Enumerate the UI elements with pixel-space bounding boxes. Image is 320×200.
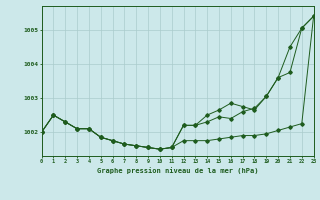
X-axis label: Graphe pression niveau de la mer (hPa): Graphe pression niveau de la mer (hPa) [97,167,258,174]
